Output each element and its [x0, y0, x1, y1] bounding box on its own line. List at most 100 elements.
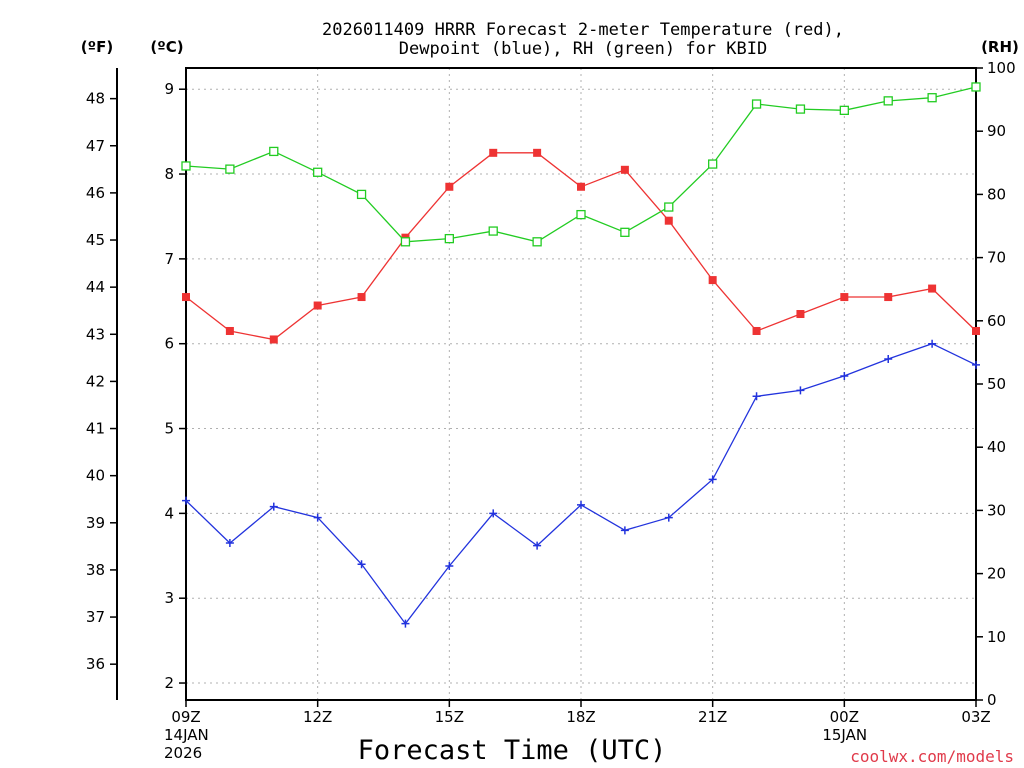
fahrenheit-tick-label: 40: [86, 467, 105, 485]
celsius-unit-label: (ºC): [150, 38, 183, 56]
data-point-rh: [181, 161, 191, 171]
data-point-rh: [839, 105, 849, 115]
data-point-rh: [444, 233, 454, 244]
data-point-dewpoint: [269, 502, 278, 511]
data-point-dewpoint: [884, 354, 893, 363]
data-point-dewpoint: [972, 360, 980, 369]
data-point-rh: [269, 146, 279, 157]
series-dewpoint: [182, 339, 980, 628]
data-point-rh: [708, 159, 718, 169]
rh-tick-label: 60: [987, 312, 1006, 330]
x-tick-label: 09Z: [171, 708, 200, 726]
data-point-temperature: [577, 182, 585, 191]
data-point-temperature: [620, 165, 629, 174]
x-tick-label: 03Z: [961, 708, 990, 726]
rh-tick-label: 80: [987, 185, 1006, 203]
rh-tick-label: 100: [987, 59, 1016, 77]
axes: [110, 67, 983, 707]
data-point-rh: [488, 226, 498, 236]
x-tick-label: 14JAN: [164, 726, 209, 744]
data-series: [181, 82, 981, 628]
data-point-temperature: [796, 310, 805, 319]
data-point-rh: [400, 237, 411, 247]
rh-tick-label: 30: [987, 501, 1006, 519]
data-point-temperature: [445, 182, 454, 191]
data-point-temperature: [225, 326, 234, 335]
tick-labels: 2345678936373839404142434445464748010203…: [86, 59, 1016, 762]
celsius-tick-label: 4: [164, 504, 174, 522]
rh-tick-label: 50: [987, 375, 1006, 393]
data-point-dewpoint: [664, 513, 673, 522]
data-point-temperature: [840, 293, 849, 302]
data-point-dewpoint: [708, 475, 717, 484]
data-point-dewpoint: [928, 339, 937, 348]
data-point-temperature: [182, 293, 190, 302]
data-point-rh: [576, 209, 586, 220]
credit-label: coolwx.com/models: [850, 747, 1014, 766]
fahrenheit-tick-label: 44: [86, 278, 105, 296]
rh-tick-label: 40: [987, 438, 1006, 456]
data-point-temperature: [972, 326, 980, 335]
data-point-temperature: [708, 276, 717, 285]
celsius-tick-label: 7: [164, 250, 174, 268]
data-point-rh: [971, 82, 981, 92]
data-point-rh: [795, 104, 806, 114]
grid-lines: [185, 68, 977, 700]
fahrenheit-tick-label: 46: [86, 184, 105, 202]
chart-title-line-2: Dewpoint (blue), RH (green) for KBID: [399, 39, 767, 59]
rh-unit-label: (RH): [981, 38, 1019, 56]
celsius-tick-label: 9: [164, 80, 174, 98]
fahrenheit-unit-label: (ºF): [81, 38, 113, 56]
data-point-temperature: [489, 148, 498, 157]
data-point-dewpoint: [225, 539, 234, 548]
fahrenheit-tick-label: 36: [86, 655, 105, 673]
fahrenheit-tick-label: 38: [86, 561, 105, 579]
x-tick-label: 15JAN: [822, 726, 867, 744]
x-axis-label: Forecast Time (UTC): [358, 735, 667, 766]
data-point-rh: [751, 99, 762, 109]
data-point-dewpoint: [840, 371, 849, 380]
celsius-tick-label: 5: [164, 420, 174, 438]
fahrenheit-tick-label: 43: [86, 325, 105, 343]
fahrenheit-tick-label: 39: [86, 514, 105, 532]
x-tick-label: 21Z: [698, 708, 727, 726]
fahrenheit-tick-label: 47: [86, 137, 105, 155]
data-point-dewpoint: [357, 560, 366, 569]
data-point-temperature: [664, 216, 673, 225]
data-point-dewpoint: [401, 619, 410, 628]
data-point-rh: [532, 237, 542, 247]
x-tick-label: 18Z: [566, 708, 595, 726]
x-tick-label: 00Z: [830, 708, 859, 726]
data-point-temperature: [357, 293, 366, 302]
data-point-temperature: [884, 293, 893, 302]
celsius-tick-label: 6: [164, 335, 174, 353]
data-point-temperature: [269, 335, 278, 344]
celsius-tick-label: 8: [164, 165, 174, 183]
fahrenheit-tick-label: 41: [86, 420, 105, 438]
fahrenheit-tick-label: 42: [86, 372, 105, 390]
data-point-dewpoint: [533, 541, 542, 550]
fahrenheit-tick-label: 45: [86, 231, 105, 249]
data-point-dewpoint: [182, 496, 190, 505]
plot-frame: [185, 67, 977, 701]
data-point-dewpoint: [489, 509, 498, 518]
rh-tick-label: 20: [987, 565, 1006, 583]
data-point-dewpoint: [313, 513, 322, 522]
chart-title-line-1: 2026011409 HRRR Forecast 2-meter Tempera…: [322, 20, 844, 40]
data-point-temperature: [313, 301, 322, 310]
fahrenheit-tick-label: 48: [86, 90, 105, 108]
series-line-temperature: [185, 152, 977, 341]
series-rh: [181, 82, 981, 247]
series-temperature: [182, 148, 980, 344]
x-tick-label: 2026: [164, 744, 202, 762]
rh-tick-label: 10: [987, 628, 1006, 646]
data-point-rh: [356, 189, 367, 200]
data-point-dewpoint: [445, 561, 454, 570]
data-point-dewpoint: [752, 392, 761, 401]
data-point-temperature: [752, 326, 761, 335]
x-tick-label: 12Z: [303, 708, 332, 726]
x-tick-label: 15Z: [435, 708, 464, 726]
fahrenheit-tick-label: 37: [86, 608, 105, 626]
data-point-dewpoint: [796, 386, 805, 395]
